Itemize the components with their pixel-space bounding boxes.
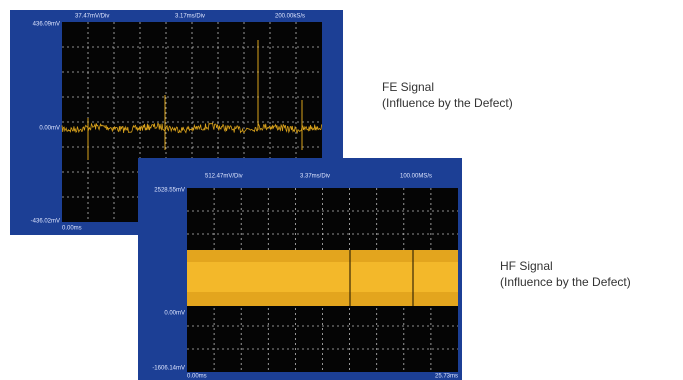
caption-subtitle: (Influence by the Defect) — [500, 275, 631, 289]
waveform-band-core — [187, 262, 458, 292]
caption-title: HF Signal — [500, 259, 553, 273]
y-mid: 0.00mV — [164, 311, 185, 317]
sample-rate: 200.00kS/s — [275, 14, 305, 20]
sample-rate: 100.00MS/s — [400, 174, 432, 180]
x-start: 0.00ms — [62, 226, 82, 232]
y-bottom: -1606.14mV — [152, 366, 185, 372]
y-bottom: -436.02mV — [31, 219, 60, 225]
y-top: 436.09mV — [33, 22, 60, 28]
y-top: 2528.55mV — [154, 188, 185, 194]
volts-per-div: 37.47mV/Div — [75, 14, 109, 20]
volts-per-div: 512.47mV/Div — [205, 174, 243, 180]
hf-scope: 512.47mV/Div 3.37ms/Div 100.00MS/s 2528.… — [138, 158, 462, 380]
y-mid: 0.00mV — [39, 126, 60, 132]
screenshot: 37.47mV/Div 3.17ms/Div 200.00kS/s 436.09… — [0, 0, 683, 380]
caption-title: FE Signal — [382, 80, 434, 94]
time-per-div: 3.17ms/Div — [175, 14, 205, 20]
time-per-div: 3.37ms/Div — [300, 174, 330, 180]
x-start: 0.00ms — [187, 374, 207, 380]
caption-subtitle: (Influence by the Defect) — [382, 96, 513, 110]
x-end: 25.73ms — [435, 374, 458, 380]
